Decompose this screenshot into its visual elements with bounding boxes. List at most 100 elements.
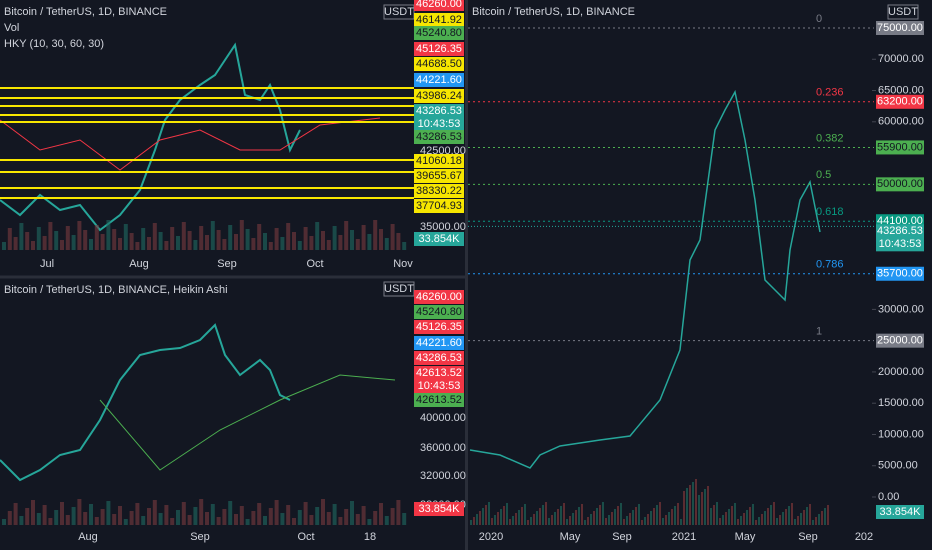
x-label: 18 bbox=[364, 531, 376, 543]
price-path bbox=[469, 89, 821, 469]
fib-label: 0.786 bbox=[816, 259, 844, 271]
volume-bar bbox=[228, 225, 233, 250]
volume-bar bbox=[737, 519, 739, 525]
volume-bar bbox=[199, 226, 204, 250]
volume-bar bbox=[653, 508, 655, 525]
volume-bar bbox=[94, 517, 99, 525]
volume-bar bbox=[680, 519, 682, 525]
y-tick-label: 70000.00 bbox=[878, 53, 924, 65]
volume-bar bbox=[692, 482, 694, 525]
x-label: Sep bbox=[798, 531, 818, 543]
price-label-bg bbox=[414, 351, 464, 365]
volume-bar bbox=[743, 513, 745, 525]
volume-bar bbox=[205, 512, 209, 525]
volume-bar bbox=[7, 228, 12, 250]
volume-bar bbox=[158, 513, 163, 525]
volume-bar bbox=[791, 503, 793, 525]
volume-bar bbox=[315, 222, 320, 250]
volume-bar bbox=[234, 234, 238, 250]
volume-bar bbox=[384, 238, 389, 250]
fib-label: 0.382 bbox=[816, 132, 844, 144]
price-label: 33.854K bbox=[419, 503, 461, 515]
indicator-name: Vol bbox=[4, 22, 19, 34]
price-label: 45240.80 bbox=[416, 27, 462, 39]
volume-bar bbox=[647, 514, 649, 525]
volume-bar bbox=[815, 517, 817, 525]
volume-bar bbox=[551, 515, 553, 525]
volume-bar bbox=[141, 228, 146, 250]
price-label: 42613.52 bbox=[416, 394, 462, 406]
volume-bar bbox=[635, 507, 637, 525]
volume-bar bbox=[222, 239, 227, 250]
volume-bar bbox=[25, 232, 30, 250]
price-label-bg bbox=[414, 290, 464, 304]
volume-bar bbox=[746, 510, 748, 525]
fib-price-bg bbox=[876, 140, 924, 155]
volume-bar bbox=[812, 520, 814, 525]
volume-bar bbox=[42, 236, 47, 250]
volume-bar bbox=[54, 231, 59, 250]
price-label-bg bbox=[414, 89, 464, 103]
volume-bar bbox=[770, 505, 772, 525]
volume-bar bbox=[773, 502, 775, 525]
x-label: May bbox=[735, 531, 756, 543]
volume-bar bbox=[488, 502, 490, 525]
price-label-bg bbox=[414, 320, 464, 334]
volume-bar bbox=[806, 507, 808, 525]
x-label: Oct bbox=[297, 531, 314, 543]
volume-bar bbox=[367, 519, 372, 525]
volume-bar bbox=[584, 520, 586, 525]
volume-label: 33.854K bbox=[880, 506, 922, 518]
price-path bbox=[0, 323, 291, 482]
volume-bar bbox=[251, 238, 256, 250]
volume-bar bbox=[491, 518, 493, 525]
axis-label: 42500.00 bbox=[420, 145, 466, 157]
volume-bar bbox=[100, 234, 105, 250]
volume-bar bbox=[704, 489, 706, 525]
volume-bar bbox=[303, 227, 308, 250]
volume-bar bbox=[135, 242, 140, 250]
volume-bar bbox=[731, 506, 733, 525]
volume-bar bbox=[187, 515, 192, 525]
volume-bar bbox=[809, 504, 811, 525]
volume-bar bbox=[620, 503, 622, 525]
volume-bar bbox=[245, 519, 250, 525]
fib-price-bg bbox=[876, 177, 924, 192]
price-label: 10:43:53 bbox=[418, 380, 461, 392]
fib-price-bg bbox=[876, 333, 924, 348]
volume-bar bbox=[83, 230, 88, 250]
volume-bar bbox=[659, 502, 661, 525]
volume-bar bbox=[379, 503, 383, 525]
volume-bar bbox=[303, 502, 308, 525]
volume-bar bbox=[479, 511, 481, 525]
volume-bar bbox=[713, 505, 715, 525]
volume-bar bbox=[274, 500, 279, 525]
volume-bar bbox=[292, 232, 296, 250]
volume-bar bbox=[402, 242, 407, 250]
volume-bar bbox=[118, 506, 122, 525]
volume-bar bbox=[710, 508, 712, 525]
volume-bar bbox=[503, 506, 505, 525]
volume-bar bbox=[292, 518, 296, 525]
price-label-bg bbox=[414, 169, 464, 183]
volume-bar bbox=[524, 504, 526, 525]
volume-bar bbox=[367, 234, 372, 250]
volume-bar bbox=[65, 226, 70, 250]
volume-bar bbox=[566, 519, 568, 525]
panel-title: Bitcoin / TetherUS, 1D, BINANCE bbox=[4, 6, 167, 18]
x-label: Aug bbox=[78, 531, 98, 543]
indicator-name: HKY (10, 30, 60, 30) bbox=[4, 38, 104, 50]
currency: USDT bbox=[384, 283, 414, 295]
volume-bar bbox=[94, 225, 99, 250]
volume-bar bbox=[106, 501, 111, 525]
volume-bar bbox=[309, 236, 314, 250]
volume-bar bbox=[509, 519, 511, 525]
volume-bar bbox=[77, 499, 82, 525]
axis-label: 32000.00 bbox=[420, 470, 466, 482]
volume-bar bbox=[152, 500, 157, 525]
volume-bar bbox=[2, 519, 6, 525]
volume-bar bbox=[390, 224, 395, 250]
price-label-bg bbox=[414, 366, 464, 380]
volume-bar bbox=[216, 517, 221, 525]
price-label: 42613.52 bbox=[416, 367, 462, 379]
